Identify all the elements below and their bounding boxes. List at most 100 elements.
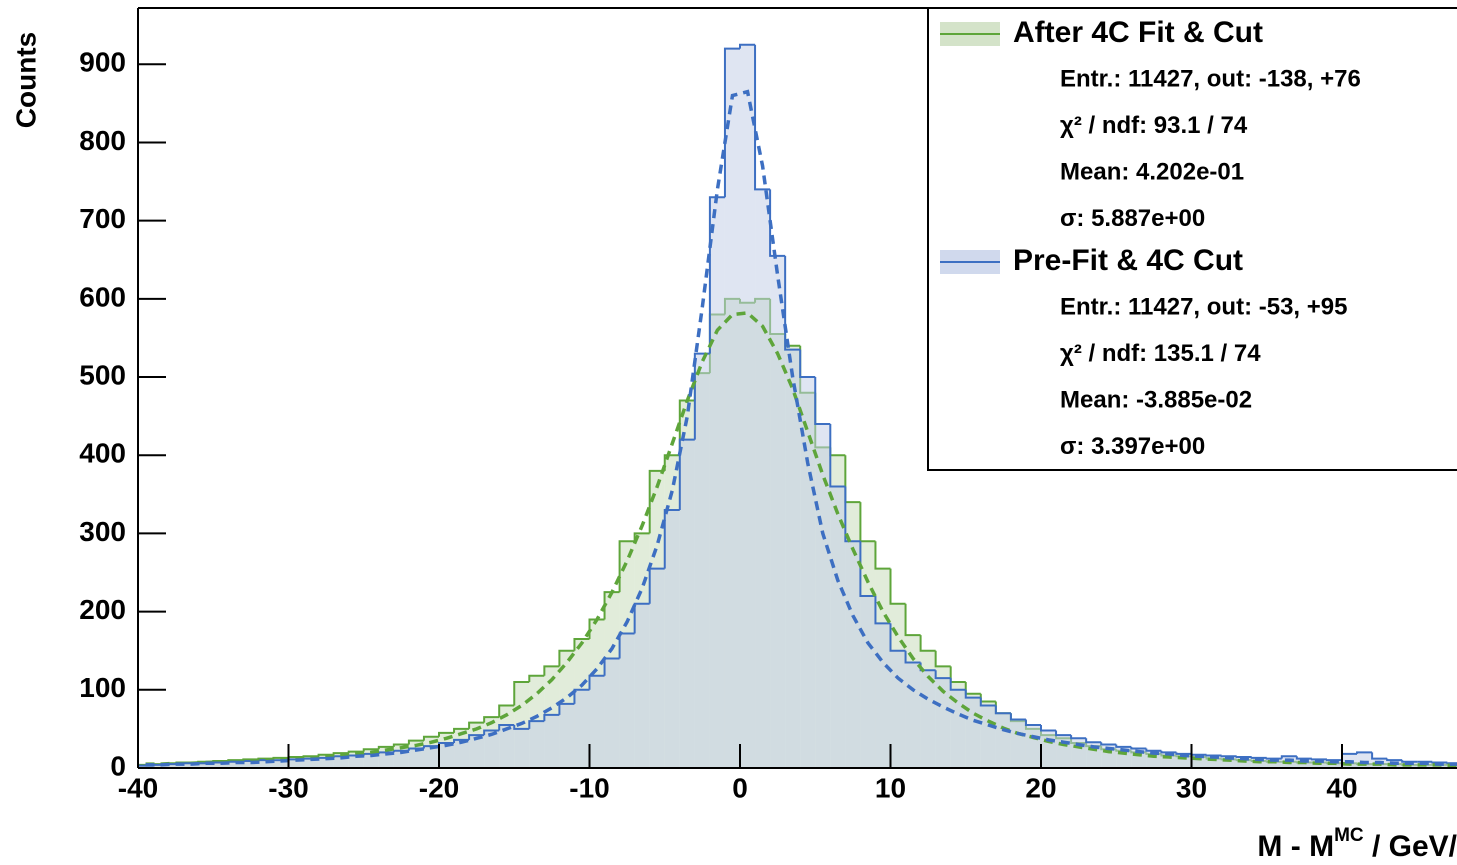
bar xyxy=(619,633,635,768)
bar-outline xyxy=(799,349,816,379)
bar-outline xyxy=(979,697,996,707)
bar-outline xyxy=(543,713,560,722)
bar xyxy=(1041,730,1057,768)
legend-stat: σ: 5.887e+00 xyxy=(1060,205,1205,232)
bar-outline xyxy=(1009,713,1026,721)
bar xyxy=(980,705,996,768)
bar-outline xyxy=(874,541,891,570)
bar xyxy=(589,675,605,768)
y-tick-label: 500 xyxy=(79,359,126,390)
bar xyxy=(920,670,936,768)
bar xyxy=(740,44,756,768)
bar xyxy=(950,689,966,768)
bar-outline xyxy=(994,705,1011,715)
bar xyxy=(709,197,725,768)
bar-outline xyxy=(347,750,364,754)
bar-outline xyxy=(468,734,485,740)
bar xyxy=(213,762,229,768)
bar-outline xyxy=(543,665,560,676)
bar-outline xyxy=(1085,738,1102,744)
bar-outline xyxy=(1100,742,1117,746)
bar-outline xyxy=(468,721,485,729)
bar-outline xyxy=(964,689,981,699)
bar-outline xyxy=(558,649,575,667)
bar-outline xyxy=(633,602,650,634)
bar xyxy=(935,678,951,768)
bar xyxy=(875,623,891,768)
fit-curve xyxy=(145,89,1457,767)
bar-outline xyxy=(483,716,500,723)
bar-outline xyxy=(678,399,695,456)
bar-outline xyxy=(513,680,530,706)
bar-outline xyxy=(483,729,500,736)
bar xyxy=(845,541,861,768)
bar xyxy=(228,761,244,768)
bar-outline xyxy=(754,44,771,191)
y-tick-label: 400 xyxy=(79,438,126,469)
bar-outline xyxy=(1175,752,1192,755)
bar xyxy=(288,759,304,768)
legend-label: After 4C Fit & Cut xyxy=(1013,16,1263,49)
bar-outline xyxy=(498,723,515,731)
bar-outline xyxy=(362,748,379,752)
bar xyxy=(198,763,214,768)
bar-outline xyxy=(964,681,981,695)
bar-outline xyxy=(994,701,1011,715)
bar-outline xyxy=(588,674,605,690)
bar-outline xyxy=(528,720,545,729)
y-tick-label: 600 xyxy=(79,281,126,312)
bar xyxy=(559,703,575,768)
bar xyxy=(514,728,530,768)
bar xyxy=(1056,735,1072,768)
bar-outline xyxy=(1280,755,1297,759)
bar xyxy=(499,724,515,768)
x-tick-label: -30 xyxy=(268,772,308,803)
bar-outline xyxy=(708,196,725,354)
bar-outline xyxy=(1371,752,1388,760)
x-tick-label: -20 xyxy=(419,772,459,803)
bar-outline xyxy=(934,650,951,668)
y-tick-label: 200 xyxy=(79,594,126,625)
bar-outline xyxy=(377,745,394,750)
bar xyxy=(303,758,319,768)
x-tick-label: 30 xyxy=(1176,772,1207,803)
bar-outline xyxy=(1295,756,1312,760)
bar-outline xyxy=(904,603,921,637)
bar xyxy=(604,658,620,768)
legend-stat: Entr.: 11427, out: -53, +95 xyxy=(1060,293,1347,320)
bar-outline xyxy=(453,727,470,733)
bar xyxy=(408,748,424,768)
bar xyxy=(815,423,831,768)
bar-outline xyxy=(949,666,966,683)
bar xyxy=(905,662,921,768)
bar xyxy=(439,742,455,768)
bar-outline xyxy=(784,255,801,351)
y-tick-label: 0 xyxy=(110,750,126,781)
bar-outline xyxy=(1160,750,1177,754)
legend: After 4C Fit & Cut Entr.: 11427, out: -13… xyxy=(927,7,1457,471)
bar-outline xyxy=(739,43,756,49)
bar-outline xyxy=(1356,751,1373,754)
bar-outline xyxy=(1386,758,1403,762)
bar-outline xyxy=(1115,744,1132,748)
bar xyxy=(649,568,665,768)
bar-outline xyxy=(573,637,590,651)
bar-outline xyxy=(678,438,695,510)
y-tick-label: 700 xyxy=(79,203,126,234)
x-axis-title-main: M - M xyxy=(1257,830,1334,863)
bar-outline xyxy=(859,502,876,543)
bar-outline xyxy=(723,47,740,198)
bar xyxy=(454,739,470,768)
bar-outline xyxy=(1024,719,1041,726)
bar xyxy=(679,439,695,768)
bar xyxy=(574,689,590,768)
bar-outline xyxy=(829,447,846,457)
x-axis-title-superscript: MC xyxy=(1334,825,1364,846)
bar-outline xyxy=(1055,730,1072,737)
x-axis-title-rest: / GeV/ xyxy=(1364,830,1457,863)
legend-stat: χ² / ndf: 93.1 / 74 xyxy=(1060,112,1248,139)
bar xyxy=(830,486,846,768)
bar-outline xyxy=(1401,760,1418,763)
bar-outline xyxy=(859,541,876,597)
